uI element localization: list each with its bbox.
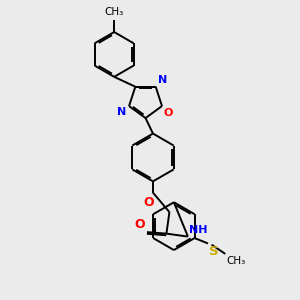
- Text: O: O: [134, 218, 145, 231]
- Text: NH: NH: [189, 225, 208, 235]
- Text: N: N: [117, 107, 127, 117]
- Text: N: N: [158, 75, 167, 85]
- Text: O: O: [143, 196, 154, 209]
- Text: S: S: [208, 245, 218, 258]
- Text: O: O: [164, 108, 173, 118]
- Text: CH₃: CH₃: [104, 7, 124, 17]
- Text: CH₃: CH₃: [226, 256, 246, 266]
